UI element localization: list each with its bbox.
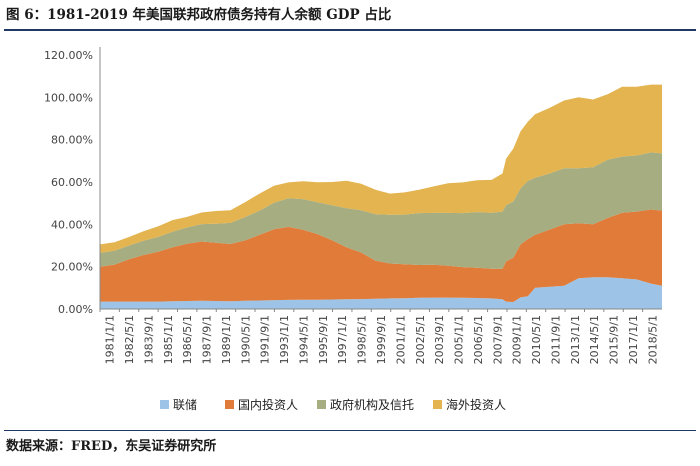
x-tick-label: 1998/5/1 (356, 315, 369, 364)
y-tick-label: 60.00% (51, 176, 93, 189)
x-axis-ticks: 1981/1/1 1982/5/1 1983/9/1 1985/1/1 1986/5/1… (99, 309, 659, 364)
y-tick-label: 40.00% (51, 218, 93, 231)
figure-source: 数据来源：FRED，东吴证券研究所 (6, 439, 217, 454)
x-tick-label: 1985/1/1 (162, 315, 175, 364)
x-tick-label: 2001/1/1 (394, 315, 407, 364)
figure-title: 图 6：1981-2019 年美国联邦政府债务持有人余额 GDP 占比 (6, 7, 392, 23)
y-tick-label: 120.00% (44, 49, 93, 62)
y-tick-label: 20.00% (51, 261, 93, 274)
legend-swatch (317, 400, 326, 409)
x-tick-label: 1983/9/1 (142, 315, 155, 364)
x-tick-label: 2018/5/1 (646, 315, 659, 364)
x-tick-label: 1987/9/1 (201, 315, 214, 364)
x-tick-label: 1999/9/1 (375, 315, 388, 364)
x-tick-label: 1994/5/1 (298, 315, 311, 364)
axes (99, 47, 662, 310)
x-tick-label: 1982/5/1 (123, 315, 136, 364)
x-tick-label: 2002/5/1 (414, 315, 427, 364)
x-tick-label: 2013/1/1 (569, 315, 582, 364)
area-series-2 (100, 152, 662, 269)
x-tick-label: 2014/5/1 (588, 315, 601, 364)
x-tick-label: 2017/1/1 (627, 315, 640, 364)
legend-swatch (160, 400, 169, 409)
x-tick-label: 1989/1/1 (220, 315, 233, 364)
y-tick-label: 80.00% (51, 134, 93, 147)
bottom-divider (4, 430, 696, 431)
x-tick-label: 1991/9/1 (259, 315, 272, 364)
area-series-0 (100, 277, 662, 309)
legend-swatch (433, 400, 442, 409)
legend-label: 政府机构及信托 (330, 397, 414, 412)
x-tick-label: 2007/9/1 (491, 315, 504, 364)
x-tick-label: 2015/9/1 (608, 315, 621, 364)
y-tick-label: 100.00% (44, 91, 93, 104)
legend-label: 联储 (173, 397, 197, 412)
legend-swatch (225, 400, 234, 409)
x-tick-label: 2005/1/1 (453, 315, 466, 364)
x-tick-label: 1995/9/1 (317, 315, 330, 364)
area-series-3 (100, 84, 662, 253)
x-tick-label: 1981/1/1 (104, 315, 117, 364)
x-tick-label: 1997/1/1 (336, 315, 349, 364)
area-layers (100, 84, 662, 309)
top-divider (4, 29, 696, 31)
x-tick-label: 1990/5/1 (239, 315, 252, 364)
legend: 联储 国内投资人 政府机构及信托 海外投资人 (160, 397, 506, 412)
x-tick-label: 1986/5/1 (181, 315, 194, 364)
x-tick-label: 2011/9/1 (549, 315, 562, 364)
area-series-1 (100, 209, 662, 302)
x-tick-label: 1993/1/1 (278, 315, 291, 364)
legend-label: 海外投资人 (446, 397, 506, 412)
x-tick-label: 2010/5/1 (530, 315, 543, 364)
y-axis-ticks: 0.00% 20.00% 40.00% 60.00% 80.00% 100.00% 120.… (44, 49, 93, 316)
x-tick-label: 2003/9/1 (433, 315, 446, 364)
y-tick-label: 0.00% (58, 303, 93, 316)
x-tick-label: 2006/5/1 (472, 315, 485, 364)
x-tick-label: 2009/1/1 (511, 315, 524, 364)
legend-label: 国内投资人 (238, 397, 298, 412)
stacked-area-chart: 0.00% 20.00% 40.00% 60.00% 80.00% 100.00% 120.… (44, 47, 662, 412)
